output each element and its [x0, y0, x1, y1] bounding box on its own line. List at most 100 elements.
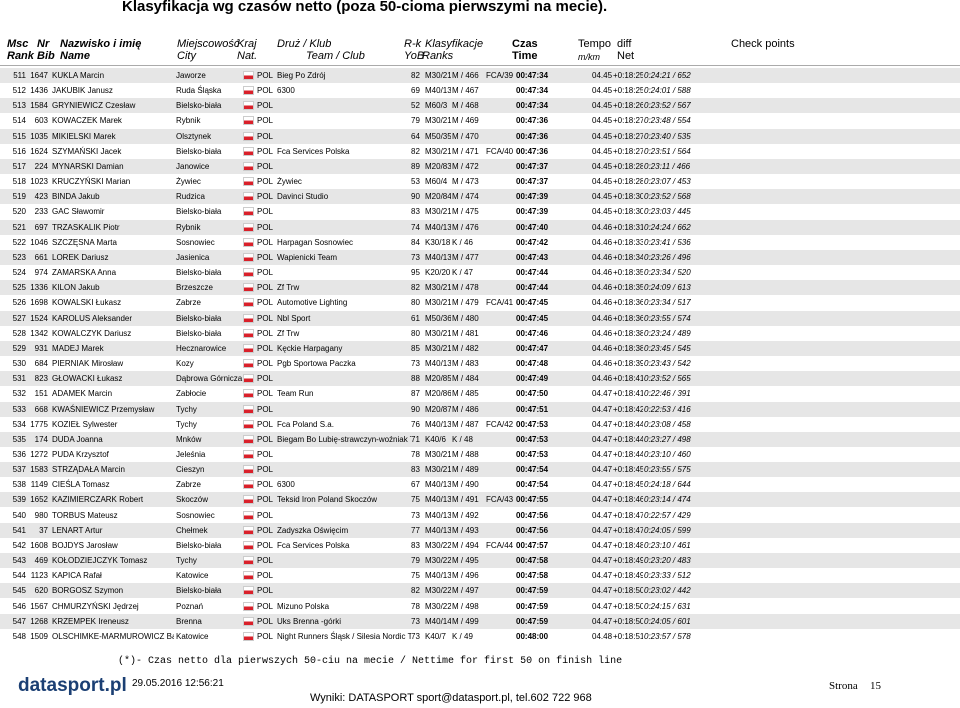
pace: 04.46 — [592, 298, 613, 308]
city: Chełmek — [176, 525, 208, 535]
gender-rank: M / 494 — [452, 540, 479, 550]
gender-rank: M / 467 — [452, 86, 479, 96]
city: Kozy — [176, 359, 194, 369]
yob: 67 — [411, 480, 420, 490]
nat: POL — [257, 328, 274, 338]
time: 00:47:39 — [516, 192, 549, 202]
net-time: 0:23:43 / 542 — [644, 359, 691, 369]
city: Bielsko-biała — [176, 146, 222, 156]
city: Jasienica — [176, 252, 210, 262]
diff: +0:18:47 — [613, 510, 643, 520]
class: M30/216 — [425, 328, 451, 338]
time: 00:47:42 — [516, 237, 549, 247]
yob: 52 — [411, 101, 420, 111]
bib: 1509 — [30, 631, 48, 641]
name: KOŁODZIEJCZYK Tomasz — [52, 556, 148, 566]
class: M20/83 — [425, 161, 451, 171]
flag — [243, 116, 254, 126]
bib: 469 — [34, 556, 48, 566]
name: KILON Jakub — [52, 283, 100, 293]
nat: POL — [257, 101, 274, 111]
yob: 87 — [411, 389, 420, 399]
class: M30/223 — [425, 601, 451, 611]
header-label: Tempo — [578, 38, 612, 50]
diff: +0:18:36 — [613, 313, 643, 323]
yob: 80 — [411, 298, 420, 308]
table-row — [0, 310, 960, 326]
header-label: Team / Club — [306, 50, 365, 62]
table-row — [0, 68, 960, 83]
pace: 04.45 — [592, 86, 613, 96]
team: Kęckie Harpagany — [277, 343, 343, 353]
name: MADEJ Marek — [52, 343, 104, 353]
pace: 04.45 — [592, 177, 613, 187]
yob: 89 — [411, 161, 420, 171]
page-label: Strona — [829, 680, 858, 692]
net-time: 0:23:14 / 474 — [644, 495, 691, 505]
header-label: diff — [617, 38, 632, 50]
name: MIKIELSKI Marek — [52, 131, 116, 141]
header-label: Ranks — [422, 50, 454, 62]
yob: 79 — [411, 556, 420, 566]
bib: 697 — [34, 222, 48, 232]
gender-rank: M / 471 — [452, 146, 479, 156]
bib: 1524 — [30, 313, 48, 323]
table-row — [0, 507, 960, 523]
diff: +0:18:46 — [613, 495, 643, 505]
class: M40/137 — [425, 510, 451, 520]
city: Tychy — [176, 556, 197, 566]
pace: 04.47 — [592, 404, 613, 414]
name: PUDA Krzysztof — [52, 450, 109, 459]
class: M20/86 — [425, 389, 451, 399]
diff: +0:18:25 — [613, 86, 643, 96]
city: Cieszyn — [176, 465, 205, 475]
pace: 04.47 — [592, 510, 613, 520]
gender-rank: K / 47 — [452, 268, 473, 278]
nat: POL — [257, 434, 274, 444]
pace: 04.47 — [592, 571, 613, 581]
class: M40/136 — [425, 495, 451, 505]
header-label: Check points — [731, 38, 795, 50]
yob: 88 — [411, 374, 420, 384]
team: Fca Poland S.a. — [277, 419, 334, 429]
team: Mizuno Polska — [277, 601, 330, 611]
yob: 83 — [411, 207, 420, 217]
company-rank: FCA/43 — [486, 495, 514, 505]
table-row — [0, 280, 960, 296]
city: Żywiec — [176, 177, 201, 187]
gender-rank: M / 478 — [452, 283, 479, 293]
diff: +0:18:27 — [613, 116, 643, 126]
table-row — [0, 234, 960, 250]
rank: 538 — [12, 480, 26, 490]
net-time: 0:23:08 / 458 — [644, 419, 691, 429]
pace: 04.45 — [592, 71, 613, 80]
pace: 04.46 — [592, 374, 613, 384]
pace: 04.46 — [592, 343, 613, 353]
net-time: 0:23:10 / 460 — [644, 450, 691, 459]
yob: 82 — [411, 283, 420, 293]
rank: 523 — [12, 252, 26, 262]
table-row — [0, 113, 960, 129]
time: 00:47:39 — [516, 207, 549, 217]
rank: 515 — [12, 131, 26, 141]
header-label: Nr — [37, 38, 50, 50]
city: Sosnowiec — [176, 510, 215, 520]
name: KUKLA Marcin — [52, 71, 105, 80]
rank: 525 — [12, 283, 26, 293]
city: Hecznarowice — [176, 343, 227, 353]
yob: 73 — [411, 510, 420, 520]
rank: 516 — [12, 146, 26, 156]
net-time: 0:24:01 / 588 — [644, 86, 691, 96]
class: M20/85 — [425, 374, 451, 384]
pace: 04.45 — [592, 101, 613, 111]
flag — [243, 343, 254, 353]
bib: 668 — [34, 404, 48, 414]
table-row — [0, 128, 960, 144]
company-rank: FCA/41 — [486, 298, 514, 308]
net-time: 0:24:09 / 613 — [644, 283, 691, 293]
time: 00:47:55 — [516, 495, 549, 505]
yob: 75 — [411, 571, 420, 581]
table-row — [0, 522, 960, 538]
flag — [243, 480, 254, 490]
class: M40/132 — [425, 252, 451, 262]
